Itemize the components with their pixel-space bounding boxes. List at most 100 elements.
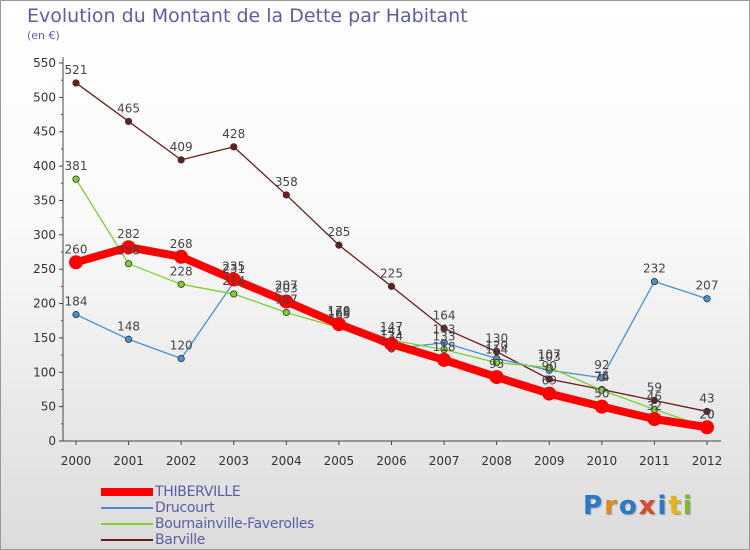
x-tick-label: 2012 (692, 454, 723, 468)
data-point (124, 260, 133, 268)
data-point (282, 191, 290, 199)
data-point (703, 295, 711, 303)
legend-label: Barville (155, 532, 206, 548)
y-tick-label: 450 (33, 125, 56, 139)
data-point (493, 359, 501, 367)
x-tick-label: 2002 (166, 454, 197, 468)
data-label: 207 (275, 279, 298, 293)
y-tick-label: 300 (33, 228, 56, 242)
data-label: 225 (380, 266, 403, 280)
data-point (440, 324, 448, 332)
logo-letter: i (657, 491, 669, 521)
y-tick-label: 550 (33, 56, 56, 70)
legend-swatch-drucourt (101, 507, 153, 509)
data-point (700, 420, 714, 435)
data-label: 148 (117, 319, 140, 333)
data-label: 141 (380, 324, 403, 338)
legend-swatch-thiberville (101, 488, 153, 496)
logo-letter: x (638, 491, 658, 521)
y-tick-label: 150 (33, 331, 56, 345)
data-label: 465 (117, 101, 140, 115)
data-label: 90 (542, 359, 557, 373)
x-tick-label: 2011 (639, 454, 670, 468)
data-label: 282 (117, 227, 140, 241)
data-label: 147 (380, 320, 403, 334)
data-label: 203 (275, 281, 298, 295)
x-tick-label: 2007 (429, 454, 460, 468)
logo-letter: r (604, 491, 619, 521)
data-point (177, 354, 185, 363)
data-label: 428 (222, 127, 245, 141)
data-label: 409 (170, 140, 193, 154)
data-point (703, 407, 711, 416)
legend-label: Drucourt (155, 500, 215, 516)
logo-letter: i (682, 491, 694, 521)
data-label: 92 (594, 358, 609, 372)
y-tick-label: 200 (33, 297, 56, 311)
data-label: 184 (65, 295, 88, 309)
data-point (230, 290, 238, 298)
data-label: 50 (594, 387, 609, 401)
data-label: 46 (647, 389, 662, 403)
data-point (331, 317, 346, 332)
data-point (72, 175, 80, 183)
data-label: 75 (594, 369, 609, 383)
data-point (72, 310, 80, 319)
chart-subtitle: (en €) (27, 29, 60, 42)
data-label: 258 (117, 244, 140, 258)
data-label: 381 (65, 159, 88, 173)
data-point (440, 345, 448, 354)
data-label: 358 (275, 175, 298, 189)
data-label: 268 (170, 237, 193, 251)
data-point (437, 352, 452, 367)
logo-letter: o (618, 491, 639, 521)
data-label: 207 (696, 279, 719, 293)
data-point (121, 240, 136, 255)
data-label: 69 (542, 374, 557, 388)
chart-title: Evolution du Montant de la Dette par Hab… (27, 5, 468, 27)
y-tick-label: 0 (48, 434, 56, 448)
x-tick-label: 2004 (271, 454, 302, 468)
data-label: 103 (538, 350, 561, 364)
legend-swatch-barville (101, 539, 153, 541)
legend-swatch-bournainville (101, 523, 153, 525)
data-point (226, 272, 241, 287)
data-point (387, 282, 396, 290)
data-label: 228 (170, 264, 193, 278)
x-tick-label: 2009 (534, 454, 565, 468)
data-label: 130 (485, 332, 508, 346)
logo-letter: P (583, 491, 605, 521)
data-point (384, 337, 399, 352)
legend-label: Bournainville-Faverolles (155, 516, 315, 532)
data-label: 260 (65, 242, 88, 256)
data-point (493, 348, 501, 356)
logo-letter: t (668, 491, 683, 521)
x-tick-label: 2010 (587, 454, 618, 468)
data-label: 231 (222, 262, 245, 276)
data-label: 235 (222, 259, 245, 273)
y-tick-label: 500 (33, 90, 56, 104)
x-tick-label: 2005 (324, 454, 355, 468)
y-tick-label: 50 (41, 400, 56, 414)
data-point (177, 156, 185, 164)
data-point (650, 277, 659, 286)
data-label: 20 (699, 407, 714, 421)
data-point (124, 117, 133, 126)
data-label: 32 (647, 399, 662, 413)
x-tick-label: 2008 (481, 454, 512, 468)
data-point (230, 143, 238, 151)
data-label: 107 (538, 347, 561, 361)
x-tick-label: 2000 (61, 454, 92, 468)
data-point (124, 335, 133, 343)
data-label: 93 (489, 357, 504, 371)
data-point (177, 280, 185, 288)
data-label: 118 (433, 340, 456, 354)
data-label: 285 (327, 225, 350, 239)
data-point (174, 249, 189, 264)
data-point (647, 412, 662, 427)
data-label: 114 (485, 343, 508, 357)
data-label: 20 (699, 407, 714, 421)
data-point (489, 370, 504, 385)
